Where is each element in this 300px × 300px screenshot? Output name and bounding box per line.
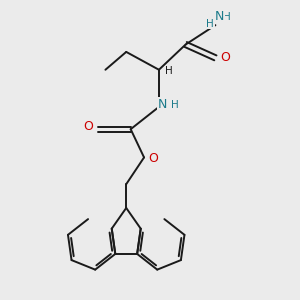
Text: O: O xyxy=(220,51,230,64)
Text: N: N xyxy=(158,98,167,111)
Text: H: H xyxy=(223,12,231,22)
Text: O: O xyxy=(83,120,93,133)
Text: N: N xyxy=(214,10,224,23)
Text: O: O xyxy=(148,152,158,165)
Text: H: H xyxy=(171,100,179,110)
Text: H: H xyxy=(206,19,214,29)
Text: H: H xyxy=(165,66,172,76)
